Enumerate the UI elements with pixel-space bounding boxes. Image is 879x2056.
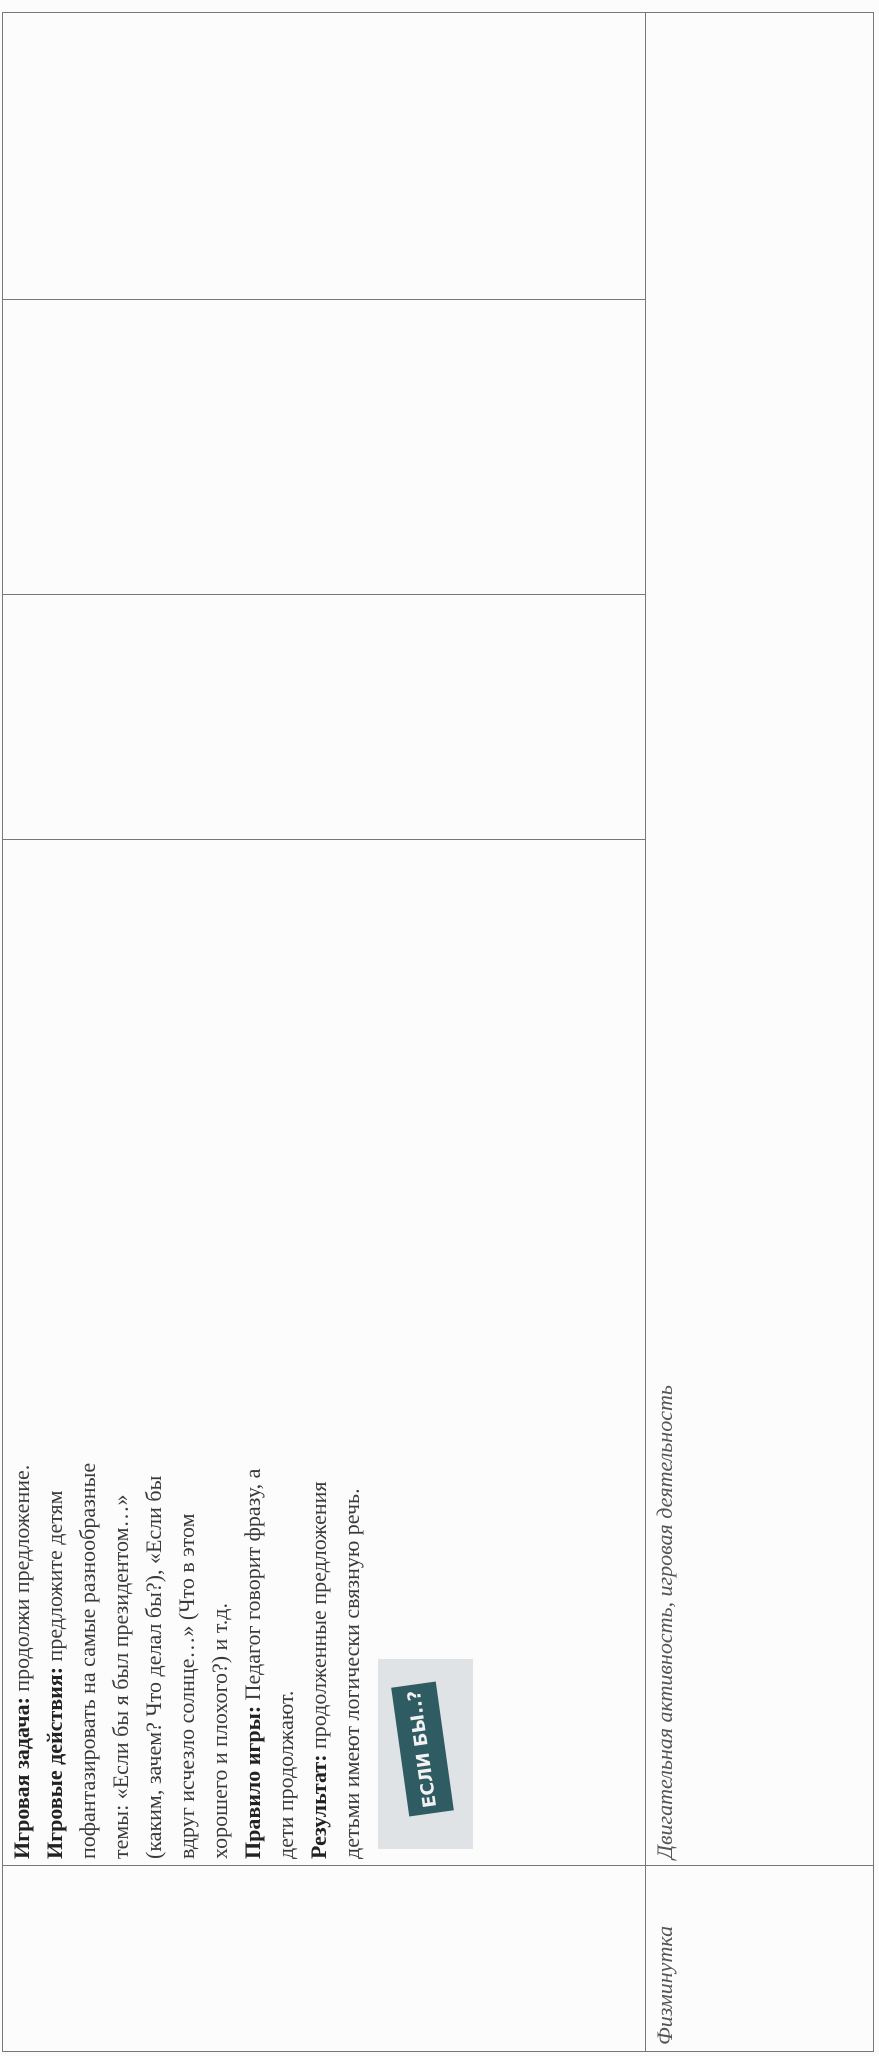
table-row: Игровая задача: продолжи предложение. Игр… (2, 12, 646, 2052)
illustration: ЕСЛИ БЫ..? (378, 1659, 473, 1849)
paragraph-text: предложите детям пофантазировать на самы… (42, 1462, 232, 1859)
cell-text: Игровая задача: продолжи предложение. Игр… (5, 1459, 368, 1859)
paragraph-label: Игровые действия: (42, 1666, 67, 1859)
illustration-text: ЕСЛИ БЫ..? (391, 1681, 454, 1817)
cell (2, 1865, 646, 2052)
paragraph-text: продолжи предложение. (9, 1464, 34, 1692)
paragraph-label: Результат: (306, 1754, 331, 1859)
paragraph-label: Игровая задача: (9, 1697, 34, 1859)
cell: Игровая задача: продолжи предложение. Игр… (2, 839, 646, 1866)
cell: Физминутка (645, 1865, 874, 2052)
table: Игровая задача: продолжи предложение. Игр… (2, 12, 874, 2052)
cell: Двигательная активность, игровая деятель… (645, 12, 874, 1866)
table-row: Физминутка Двигательная активность, игро… (645, 12, 874, 2052)
cell (2, 594, 646, 840)
paragraph: Игровая задача: продолжи предложение. (5, 1459, 38, 1859)
cell (2, 299, 646, 595)
paragraph-label: Правило игры: (240, 1705, 265, 1859)
paragraph: Правило игры: Педагог говорит фразу, а д… (236, 1459, 302, 1859)
paragraph: Результат: продолженные предложения деть… (302, 1459, 368, 1859)
paragraph: Игровые действия: предложите детям пофан… (38, 1459, 236, 1859)
cell (2, 12, 646, 300)
